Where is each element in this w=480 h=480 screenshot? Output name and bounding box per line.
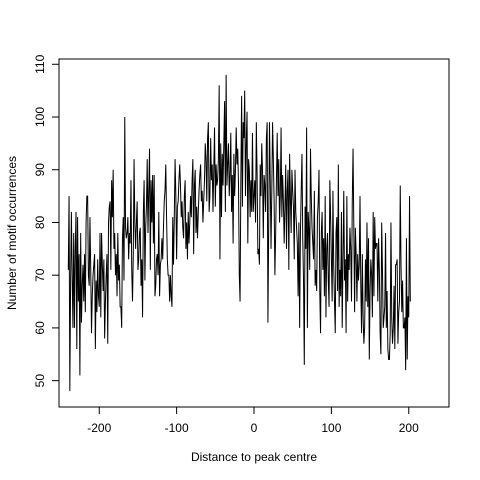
y-tick-label: 60: [33, 321, 47, 335]
series-line: [67, 74, 411, 392]
x-tick-label: 100: [321, 421, 341, 435]
y-tick-label: 90: [33, 163, 47, 177]
x-tick-label: 0: [251, 421, 258, 435]
y-axis-label: Number of motif occurrences: [5, 156, 19, 310]
series-layer: [67, 74, 411, 392]
y-tick-label: 100: [33, 107, 47, 127]
x-tick-label: -200: [87, 421, 111, 435]
y-axis: 50 60 70 80 90 100 110: [33, 54, 60, 388]
x-tick-label: -100: [165, 421, 189, 435]
y-tick-label: 50: [33, 374, 47, 388]
y-tick-label: 110: [33, 54, 47, 73]
y-tick-label: 80: [33, 215, 47, 229]
x-tick-label: 200: [399, 421, 419, 435]
x-axis: -200 -100 0 100 200: [87, 406, 419, 435]
x-axis-label: Distance to peak centre: [191, 450, 317, 464]
y-tick-label: 70: [33, 268, 47, 282]
